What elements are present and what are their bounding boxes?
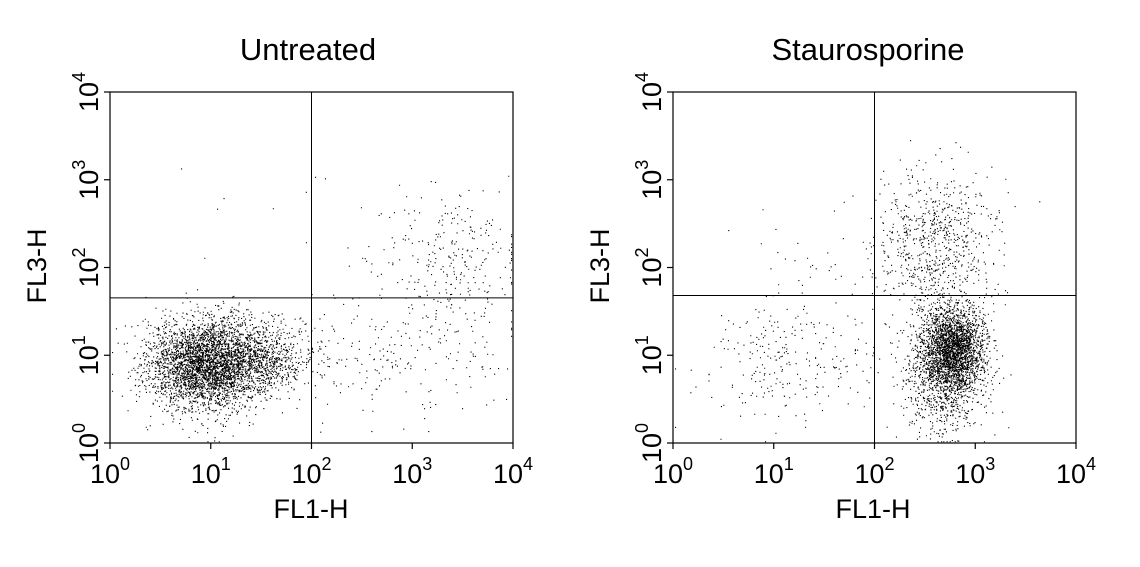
x-tick-label: 103	[392, 454, 432, 489]
y-tick-exponent: 0	[69, 423, 89, 433]
x-tick-base: 10	[493, 459, 523, 489]
x-tick-exponent: 0	[683, 454, 693, 474]
y-tick-exponent: 2	[69, 247, 89, 257]
y-tick-label: 104	[632, 72, 667, 112]
x-tick-label: 104	[1056, 454, 1096, 489]
y-tick-base: 10	[637, 433, 667, 463]
y-tick-base: 10	[74, 345, 104, 375]
x-tick-label: 101	[754, 454, 794, 489]
scatter-points	[112, 168, 513, 443]
y-tick-base: 10	[637, 170, 667, 200]
x-axis-label: FL1-H	[835, 494, 910, 524]
x-tick-label: 100	[653, 454, 693, 489]
y-tick-exponent: 1	[69, 335, 89, 345]
x-tick-base: 10	[854, 459, 884, 489]
x-tick-base: 10	[1056, 459, 1086, 489]
x-tick-base: 10	[191, 459, 221, 489]
y-tick-label: 101	[632, 335, 667, 375]
y-tick-exponent: 1	[632, 335, 652, 345]
x-tick-base: 10	[291, 459, 321, 489]
x-tick-label: 101	[191, 454, 231, 489]
y-tick-base: 10	[74, 257, 104, 287]
y-tick-exponent: 3	[632, 160, 652, 170]
y-tick-label: 100	[69, 423, 104, 463]
x-tick-base: 10	[653, 459, 683, 489]
y-axis-label: FL3-H	[22, 228, 52, 303]
x-tick-exponent: 1	[784, 454, 794, 474]
x-tick-label: 102	[854, 454, 894, 489]
y-tick-base: 10	[74, 170, 104, 200]
y-tick-exponent: 2	[632, 247, 652, 257]
y-tick-label: 104	[69, 72, 104, 112]
y-tick-base: 10	[74, 433, 104, 463]
x-tick-base: 10	[392, 459, 422, 489]
x-tick-exponent: 4	[523, 454, 533, 474]
chart-title: Untreated	[240, 32, 376, 67]
x-axis-label: FL1-H	[273, 494, 348, 524]
y-tick-label: 102	[69, 247, 104, 287]
x-tick-exponent: 3	[422, 454, 432, 474]
plot-panel-staurosporine: Staurosporine 100 101 102 103 10410010110210…	[585, 32, 1096, 524]
chart-title: Staurosporine	[771, 32, 964, 67]
y-tick-label: 103	[632, 160, 667, 200]
y-tick-label: 101	[69, 335, 104, 375]
x-tick-exponent: 2	[885, 454, 895, 474]
y-tick-exponent: 3	[69, 160, 89, 170]
x-tick-label: 100	[90, 454, 130, 489]
x-tick-base: 10	[955, 459, 985, 489]
x-tick-exponent: 4	[1086, 454, 1096, 474]
y-tick-exponent: 4	[69, 72, 89, 82]
y-tick-label: 103	[69, 160, 104, 200]
y-tick-base: 10	[74, 82, 104, 112]
y-tick-base: 10	[637, 345, 667, 375]
y-tick-exponent: 0	[632, 423, 652, 433]
y-axis-label: FL3-H	[585, 228, 615, 303]
y-tick-base: 10	[637, 257, 667, 287]
y-tick-base: 10	[637, 82, 667, 112]
x-tick-exponent: 3	[985, 454, 995, 474]
x-tick-exponent: 2	[322, 454, 332, 474]
x-tick-label: 103	[955, 454, 995, 489]
y-tick-exponent: 4	[632, 72, 652, 82]
event-dots	[675, 140, 1041, 443]
y-tick-label: 100	[632, 423, 667, 463]
event-dots	[112, 168, 513, 443]
x-tick-base: 10	[754, 459, 784, 489]
x-tick-base: 10	[90, 459, 120, 489]
y-tick-label: 102	[632, 247, 667, 287]
x-tick-exponent: 1	[221, 454, 231, 474]
x-tick-exponent: 0	[120, 454, 130, 474]
x-tick-label: 102	[291, 454, 331, 489]
plot-panel-untreated: Untreated 100 101 102 103 104100101102103104…	[22, 32, 533, 524]
scatter-points	[675, 140, 1041, 443]
x-tick-label: 104	[493, 454, 533, 489]
